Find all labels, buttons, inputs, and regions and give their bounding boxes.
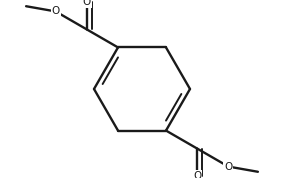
Text: O: O [51,6,60,16]
Text: O: O [224,162,233,172]
Text: O: O [83,0,91,7]
Text: O: O [193,171,201,178]
